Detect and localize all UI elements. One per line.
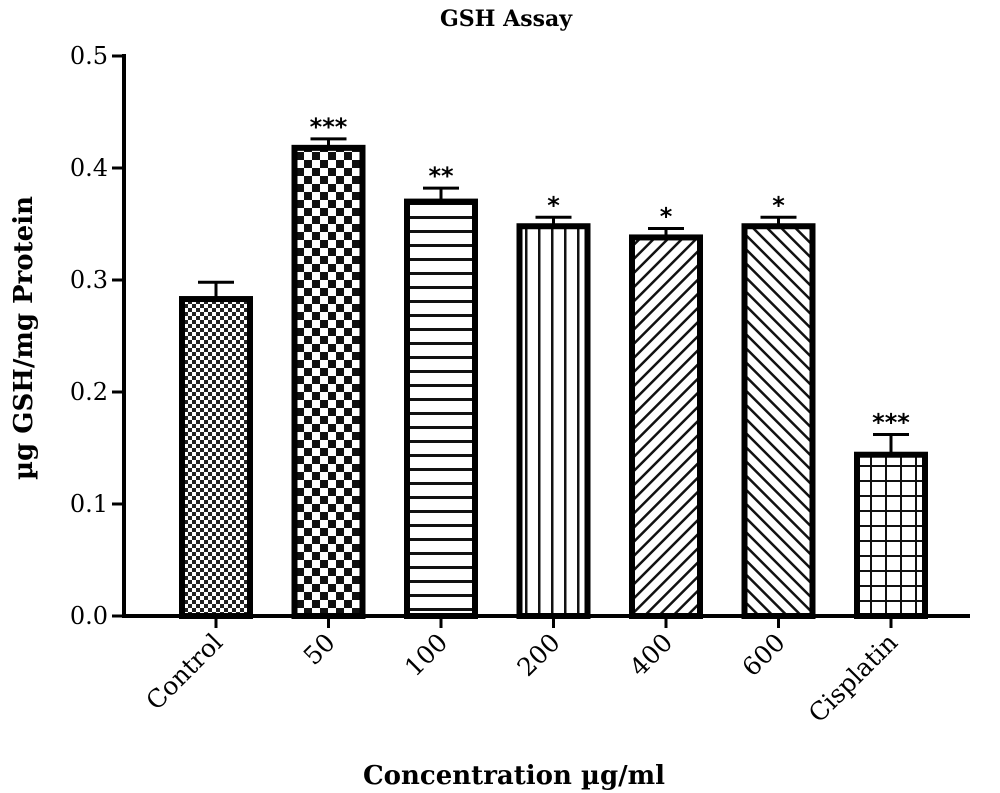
- bars: ****** * ****: [179, 113, 928, 620]
- bar: [404, 198, 478, 619]
- bar: [741, 223, 816, 620]
- y-axis: 0.0 0.1 0.2 0.3 0.4 0.5: [70, 42, 126, 630]
- bar-group: *: [629, 202, 703, 619]
- x-tick-label: Control: [140, 628, 228, 716]
- x-tick-label: 600: [736, 628, 790, 682]
- bar-group: *: [516, 191, 591, 620]
- x-axis: Control 50 100 200 400 600 Cisplatin: [122, 614, 970, 728]
- bar: [516, 223, 591, 620]
- y-tick-label: 0.5: [70, 42, 108, 70]
- x-axis-label: Concentration µg/ml: [363, 761, 665, 791]
- significance-label: ***: [872, 409, 910, 437]
- bar-group: **: [404, 162, 478, 619]
- bar: [179, 296, 253, 619]
- y-tick-label: 0.2: [70, 378, 108, 406]
- x-tick-label: Cisplatin: [803, 628, 903, 728]
- chart-title: GSH Assay: [440, 6, 573, 32]
- significance-label: ***: [310, 113, 348, 141]
- bar-group: ***: [291, 113, 366, 619]
- significance-label: *: [772, 191, 785, 219]
- x-tick-label: 200: [511, 628, 565, 682]
- bar-group: *: [741, 191, 816, 620]
- y-tick-label: 0.0: [70, 602, 108, 630]
- x-tick-label: 50: [298, 628, 341, 671]
- bar-group: ***: [854, 409, 928, 619]
- y-axis-label: µg GSH/mg Protein: [9, 196, 39, 480]
- y-tick-label: 0.1: [70, 490, 108, 518]
- bar: [629, 234, 703, 619]
- x-tick-label: 400: [624, 628, 678, 682]
- y-tick-label: 0.4: [70, 154, 108, 182]
- y-tick-label: 0.3: [70, 266, 108, 294]
- significance-label: *: [547, 191, 560, 219]
- significance-label: **: [428, 162, 454, 190]
- x-tick-label: 100: [399, 628, 453, 682]
- significance-label: *: [660, 202, 673, 230]
- bar-group: [179, 280, 253, 619]
- bar: [854, 451, 928, 619]
- bar: [291, 144, 366, 619]
